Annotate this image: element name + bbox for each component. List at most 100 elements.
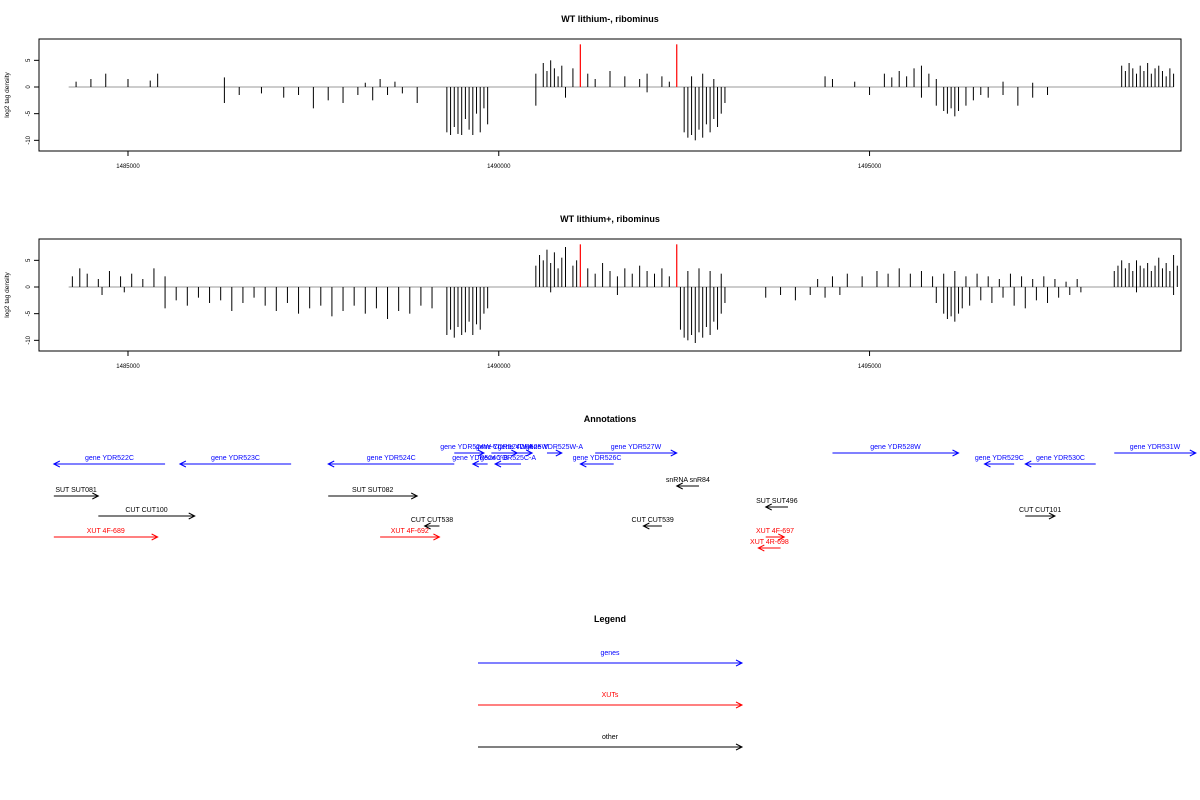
panel-1-bars: [68, 44, 1175, 141]
feature-label: gene YDR528W: [870, 444, 921, 451]
arrow-head: [555, 449, 563, 457]
arrow-head: [493, 460, 502, 468]
y-tick-label: -5: [26, 110, 32, 116]
feature-label: gene YDR522C: [85, 455, 134, 462]
feature-label: gene YDR524W-C: [440, 444, 498, 451]
arrow-head: [471, 460, 480, 468]
panel-1-frame: [38, 38, 1182, 152]
y-tick-label: -10: [26, 135, 32, 144]
panel-2-title: WT lithium+, ribominus: [560, 214, 660, 224]
y-tick-label: 0: [26, 85, 32, 89]
annotation-feature: SUT SUT496: [756, 498, 798, 511]
x-tick-label: 1495000: [858, 164, 882, 170]
annotation-feature: XUT 4F-692: [380, 528, 441, 541]
arrow-head: [1024, 460, 1032, 468]
feature-label: XUT 4F-689: [87, 528, 125, 535]
arrow-head: [778, 533, 786, 541]
x-tick-label: 1490000: [487, 164, 511, 170]
feature-label: SUT SUT082: [352, 487, 394, 494]
arrow-head: [92, 492, 100, 500]
track-panel-1: WT lithium-, ribominus 1485000 1490000 149…: [4, 14, 1182, 170]
y-tick-label: -10: [26, 335, 32, 344]
annotation-feature: XUT 4R-698: [750, 539, 789, 552]
legend-panel: Legend genes XUTs other: [478, 614, 744, 751]
annotation-feature: XUT 4F-697: [756, 528, 794, 541]
annotation-feature: gene YDR527W: [595, 444, 678, 457]
y-tick-label: -5: [26, 310, 32, 316]
panel-2-bars: [68, 244, 1178, 343]
panel-1-axes: 1485000 1490000 1495000 -10 -5 0 5: [26, 58, 882, 170]
y-tick-label: 5: [26, 58, 32, 62]
arrow-head: [1048, 512, 1057, 520]
panel-1-ylabel: log2 tag density: [4, 71, 11, 117]
feature-label: gene YDR525W-A: [526, 444, 584, 451]
annotations-panel: Annotations gene YDR522C gene YDR523C gene…: [52, 414, 1197, 552]
arrow-head: [1189, 449, 1197, 457]
annotation-feature: CUT CUT100: [98, 507, 196, 520]
arrow-head: [525, 449, 534, 457]
x-tick-label: 1490000: [487, 364, 511, 370]
feature-label: XUT 4F-692: [391, 528, 429, 535]
track-panel-2: WT lithium+, ribominus 1485000 1490000 149…: [4, 214, 1182, 370]
annotation-feature: gene YDR530C: [1024, 455, 1096, 468]
arrow-head: [675, 482, 683, 490]
feature-label: gene YDR524W-A: [476, 444, 534, 451]
feature-label: SUT SUT496: [756, 498, 798, 505]
annotation-feature: gene YDR523C: [178, 455, 292, 468]
feature-label: SUT SUT081: [55, 487, 97, 494]
annotation-feature: gene YDR526C: [573, 455, 622, 468]
arrow-head: [983, 460, 991, 468]
arrow-head: [477, 449, 486, 457]
annotation-feature: gene YDR525C-A: [480, 455, 536, 468]
annotation-feature: gene YDR531W: [1114, 444, 1197, 457]
arrow-head: [670, 449, 678, 457]
arrow-head: [764, 503, 772, 511]
annotation-feature: SUT SUT081: [53, 487, 100, 500]
legend-title: Legend: [594, 614, 626, 624]
feature-label: gene YDR527W: [611, 444, 662, 451]
panel-1-title: WT lithium-, ribominus: [561, 14, 659, 24]
annotation-feature: CUT CUT538: [411, 517, 453, 530]
feature-label: snRNA snR84: [666, 477, 710, 484]
legend-entry: other: [478, 734, 744, 751]
feature-label: gene YDR525W: [498, 444, 549, 451]
arrow-head: [188, 512, 196, 520]
arrow-head: [178, 460, 187, 468]
feature-label: gene YDR529C: [975, 455, 1024, 462]
feature-label: gene YDR523C: [211, 455, 260, 462]
arrow-head: [410, 492, 419, 500]
arrow-head: [952, 449, 960, 457]
feature-label: gene YDR524C-B: [452, 455, 508, 462]
legend-entry: XUTs: [478, 692, 744, 709]
annotation-feature: gene YDR524C-B: [452, 455, 509, 468]
y-tick-label: 0: [26, 285, 32, 289]
feature-label: CUT CUT101: [1019, 507, 1061, 514]
arrow-head: [735, 659, 744, 667]
arrow-head: [52, 460, 61, 468]
arrow-head: [579, 460, 587, 468]
arrow-head: [735, 701, 744, 709]
x-tick-label: 1485000: [116, 164, 140, 170]
arrow-head: [423, 522, 431, 530]
x-tick-label: 1485000: [116, 364, 140, 370]
annotation-feature: CUT CUT101: [1019, 507, 1061, 520]
feature-label: gene YDR525C-A: [480, 455, 536, 462]
arrow-head: [433, 533, 441, 541]
annotation-feature: CUT CUT539: [631, 517, 674, 530]
feature-label: gene YDR530C: [1036, 455, 1085, 462]
legend-entry: genes: [478, 650, 744, 667]
feature-label: XUT 4F-697: [756, 528, 794, 535]
annotation-features: gene YDR522C gene YDR523C gene YDR524C gene…: [52, 444, 1197, 552]
annotation-feature: gene YDR524W-C: [440, 444, 498, 457]
feature-label: CUT CUT100: [125, 507, 167, 514]
feature-label: gene YDR531W: [1130, 444, 1181, 451]
feature-label: gene YDR524C: [367, 455, 416, 462]
feature-label: CUT CUT539: [631, 517, 673, 524]
panel-2-axes: 1485000 1490000 1495000 -10 -5 0 5: [26, 258, 882, 370]
arrow-head: [151, 533, 159, 541]
feature-label: gene YDR526C: [573, 455, 622, 462]
annotation-feature: SUT SUT082: [328, 487, 419, 500]
annotation-feature: gene YDR525W: [498, 444, 549, 457]
annotation-feature: gene YDR528W: [832, 444, 960, 457]
annotation-feature: gene YDR524C: [327, 455, 455, 468]
